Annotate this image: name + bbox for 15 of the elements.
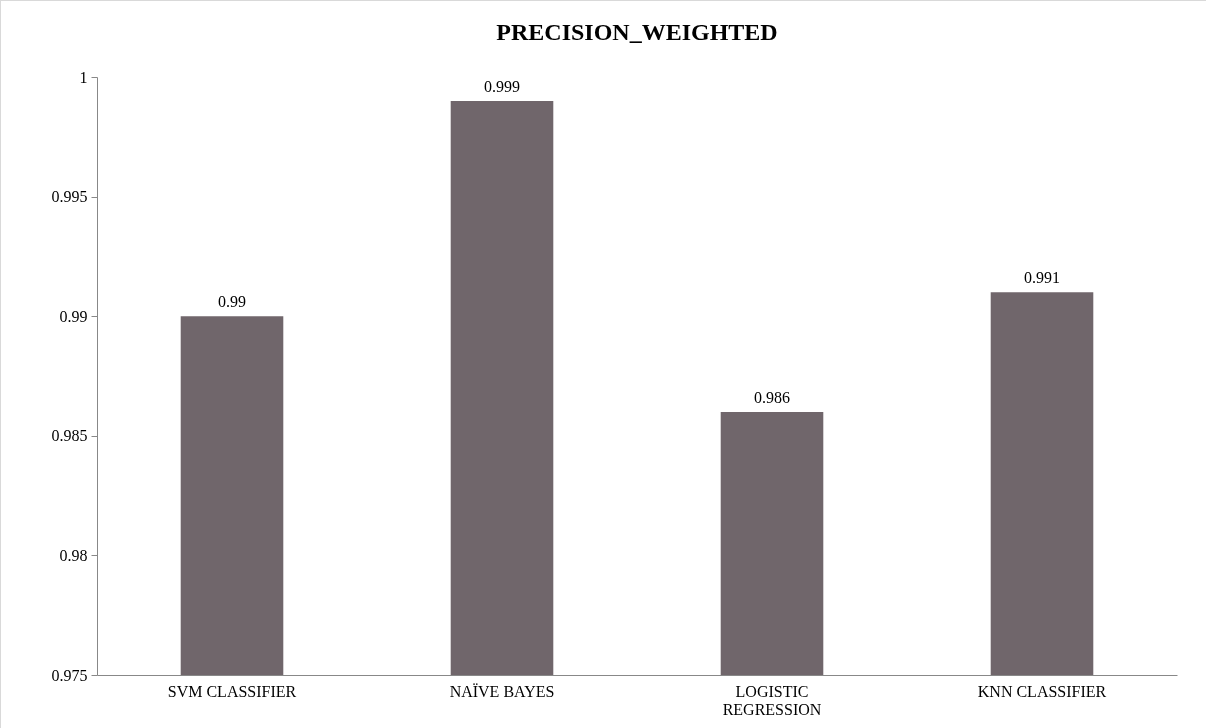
x-tick-label: LOGISTIC REGRESSION <box>722 682 822 718</box>
y-tick-label: 0.975 <box>51 666 88 684</box>
y-tick-label: 0.995 <box>51 188 88 206</box>
x-tick-label: KNN CLASSIFIER <box>977 682 1107 700</box>
x-tick-label: SVM CLASSIFIER <box>167 682 297 700</box>
data-label: 0.999 <box>484 77 520 95</box>
y-tick-label: 0.99 <box>59 307 88 325</box>
chart-title: PRECISION_WEIGHTED <box>496 19 778 45</box>
y-tick-label: 1 <box>79 68 88 86</box>
data-label: 0.991 <box>1024 269 1060 287</box>
data-label: 0.986 <box>754 388 790 406</box>
x-tick-label: NAÏVE BAYES <box>449 682 555 700</box>
data-label: 0.99 <box>218 293 246 311</box>
y-tick-label: 0.985 <box>51 427 88 445</box>
y-tick-label: 0.98 <box>59 546 88 564</box>
